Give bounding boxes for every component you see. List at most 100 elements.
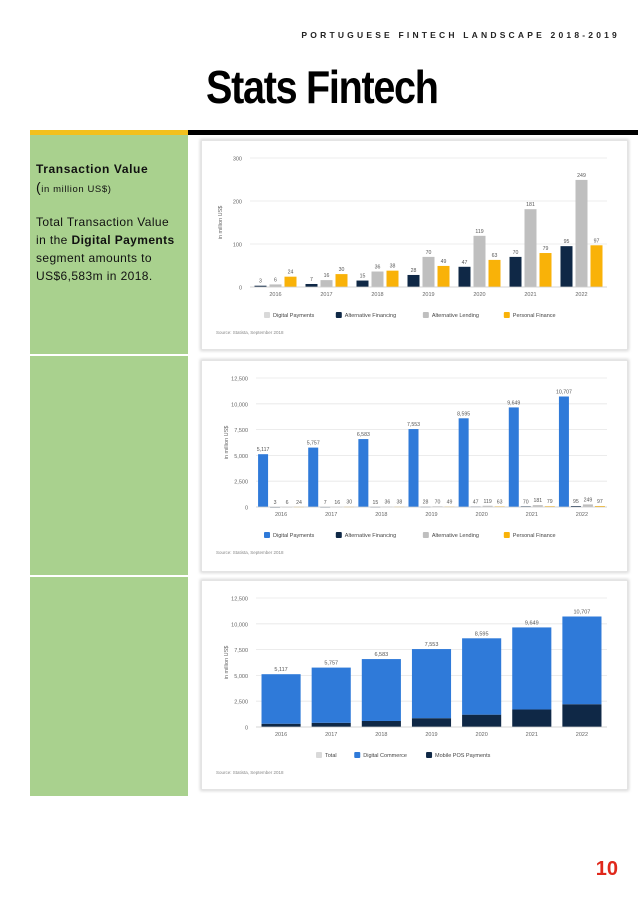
total-label: 6,583: [374, 652, 388, 658]
data-label: 7: [324, 500, 327, 506]
x-tick-label: 2019: [422, 292, 434, 298]
legend-swatch: [264, 532, 270, 538]
data-label: 70: [523, 499, 529, 505]
data-label: 6: [274, 277, 277, 283]
data-label: 95: [573, 499, 579, 505]
data-label: 24: [288, 270, 294, 276]
data-label: 97: [597, 499, 603, 505]
source-note: Source: Statista, September 2018: [216, 330, 284, 335]
data-label: 47: [462, 260, 468, 266]
bar-personal-finance: [437, 265, 450, 287]
data-label: 9,649: [507, 400, 520, 406]
bar-digital-commerce: [562, 616, 602, 705]
sidebar-unit: (in million US$): [36, 179, 112, 195]
data-label: 15: [360, 274, 366, 280]
data-label: 181: [526, 202, 535, 208]
bar-mobile-pos-payments: [512, 709, 552, 727]
y-tick-label: 10,000: [231, 622, 248, 628]
bar-personal-finance: [594, 505, 605, 507]
bar-alternative-lending: [269, 284, 282, 287]
x-tick-label: 2019: [425, 732, 437, 738]
x-tick-label: 2020: [473, 292, 485, 298]
data-label: 7,553: [407, 422, 420, 428]
legend-label: Alternative Financing: [345, 533, 396, 539]
legend-label: Alternative Lending: [432, 533, 479, 539]
bar-alternative-lending: [532, 505, 543, 507]
bar-personal-finance: [590, 245, 603, 287]
bar-alternative-lending: [575, 179, 588, 287]
legend-label: Digital Payments: [273, 313, 315, 319]
data-label: 70: [426, 250, 432, 256]
data-label: 49: [447, 499, 453, 505]
y-tick-label: 0: [239, 286, 242, 292]
legend-swatch: [426, 752, 433, 758]
legend-swatch: [335, 532, 342, 538]
y-axis-label: in million US$: [224, 646, 230, 680]
x-tick-label: 2019: [425, 512, 437, 518]
y-tick-label: 5,000: [234, 454, 248, 460]
bar-digital-payments: [308, 447, 319, 507]
data-label: 249: [584, 497, 593, 503]
data-label: 70: [435, 499, 441, 505]
bar-digital-payments: [508, 407, 519, 507]
bar-digital-commerce: [261, 674, 301, 724]
total-label: 10,707: [574, 610, 591, 616]
source-note: Source: Statista, September 2018: [216, 550, 284, 555]
data-label: 16: [324, 273, 330, 279]
legend-swatch: [422, 532, 429, 538]
x-tick-label: 2016: [269, 292, 281, 298]
bar-alternative-lending: [320, 280, 333, 287]
sidebar-text: Transaction Value (in million US$) Total…: [36, 160, 182, 285]
x-tick-label: 2017: [325, 732, 337, 738]
chart-digital-payments-breakdown: 0 2,500 5,000 7,500 10,000 12,500 in million U…: [201, 580, 628, 790]
y-tick-label: 200: [233, 200, 242, 206]
x-tick-label: 2018: [375, 732, 387, 738]
data-label: 3: [274, 500, 277, 506]
y-axis-label: in million US$: [218, 206, 224, 240]
legend-swatch: [354, 752, 361, 758]
x-tick-label: 2018: [371, 292, 383, 298]
legend-label: Personal Finance: [513, 533, 556, 539]
legend-label: Personal Finance: [513, 313, 556, 319]
y-tick-label: 2,500: [234, 700, 248, 706]
bar-alternative-lending: [473, 235, 486, 287]
y-axis-label: in million US$: [224, 426, 230, 460]
data-label: 30: [339, 267, 345, 273]
bar-personal-finance: [544, 506, 555, 507]
data-label: 79: [547, 499, 553, 505]
data-label: 119: [484, 499, 492, 505]
x-tick-label: 2021: [524, 292, 536, 298]
y-tick-label: 100: [233, 243, 242, 249]
bar-digital-commerce: [311, 667, 351, 723]
bar-alternative-financing: [305, 283, 318, 287]
bar-digital-payments: [258, 454, 269, 507]
sidebar-body: Total Transaction Value in the Digital P…: [36, 215, 175, 283]
bar-alternative-financing: [509, 256, 522, 287]
y-tick-label: 7,500: [234, 428, 248, 434]
sidebar-panel-1: [30, 135, 188, 354]
bar-digital-commerce: [462, 638, 502, 715]
data-label: 97: [594, 238, 600, 244]
bar-digital-commerce: [361, 659, 401, 721]
x-tick-label: 2017: [320, 292, 332, 298]
data-label: 79: [543, 246, 549, 252]
data-label: 95: [564, 239, 570, 245]
total-label: 9,649: [525, 620, 539, 626]
bar-digital-payments: [558, 396, 569, 507]
total-label: 5,757: [324, 661, 338, 667]
bar-alternative-financing: [560, 246, 573, 287]
chart-digital-payments-vs-segments: 0 2,500 5,000 7,500 10,000 12,500 in million U…: [201, 360, 628, 572]
data-label: 6,583: [357, 432, 370, 438]
bar-mobile-pos-payments: [261, 723, 301, 727]
x-tick-label: 2020: [476, 512, 488, 518]
legend-label: Mobile POS Payments: [435, 753, 491, 759]
bar-alternative-lending: [422, 256, 435, 287]
sidebar-heading: Transaction Value: [36, 162, 149, 176]
legend-swatch: [264, 312, 270, 318]
data-label: 5,117: [257, 447, 270, 453]
x-tick-label: 2017: [325, 512, 337, 518]
data-label: 5,757: [307, 441, 320, 447]
bar-alternative-financing: [570, 506, 581, 507]
bar-digital-commerce: [512, 627, 552, 710]
legend-swatch: [422, 312, 429, 318]
